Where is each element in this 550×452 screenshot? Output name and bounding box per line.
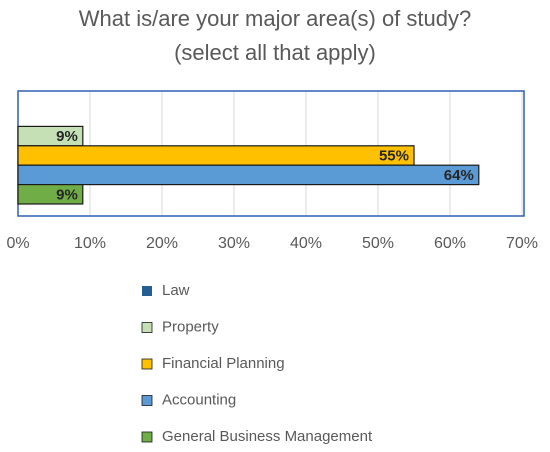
legend-swatch (141, 358, 153, 370)
bar (17, 145, 415, 166)
legend-swatch (141, 322, 153, 333)
x-tick-label: 30% (218, 235, 250, 252)
legend-swatch (141, 395, 153, 406)
legend-swatch (142, 286, 152, 296)
legend-label: Financial Planning (162, 355, 285, 372)
value-label: 64% (444, 167, 474, 184)
legend-label: Accounting (162, 391, 236, 408)
chart-title: What is/are your major area(s) of study? (79, 6, 471, 31)
legend-label: Law (162, 282, 190, 299)
legend-label: Property (162, 318, 219, 335)
value-label: 9% (56, 186, 78, 203)
x-tick-label: 20% (146, 235, 178, 252)
x-tick-label: 0% (6, 235, 29, 252)
legend-label: General Business Management (162, 428, 373, 445)
x-tick-label: 40% (290, 235, 322, 252)
value-label: 9% (56, 128, 78, 145)
x-tick-label: 10% (74, 235, 106, 252)
x-tick-label: 70% (506, 235, 538, 252)
value-label: 55% (379, 147, 409, 164)
bar (17, 184, 84, 205)
chart-title: (select all that apply) (174, 40, 376, 65)
x-tick-label: 60% (434, 235, 466, 252)
bar (17, 164, 480, 186)
x-tick-label: 50% (362, 235, 394, 252)
legend-swatch (141, 431, 153, 443)
